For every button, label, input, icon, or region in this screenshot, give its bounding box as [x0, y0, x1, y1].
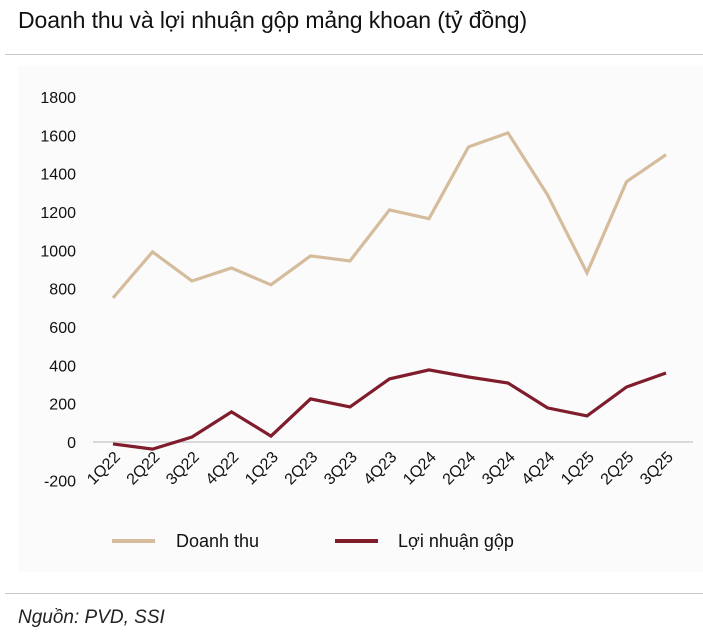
x-tick-label: 3Q24	[479, 449, 519, 489]
source-note: Nguồn: PVD, SSI	[18, 607, 165, 628]
legend-label: Lợi nhuận gộp	[398, 531, 514, 551]
y-tick-label: 1600	[40, 128, 76, 145]
top-divider	[5, 54, 703, 55]
x-tick-label: 3Q25	[637, 449, 677, 489]
y-tick-label: 600	[49, 320, 76, 337]
chart-panel	[18, 66, 703, 572]
x-axis: 1Q22 2Q22 3Q22 4Q22 1Q23 2Q23 3Q23 4Q23 1Q24 2Q24…	[84, 449, 677, 489]
x-tick-label: 4Q22	[203, 449, 243, 489]
y-tick-label: -200	[44, 473, 76, 490]
y-tick-label: 1800	[40, 90, 76, 107]
y-tick-label: 1000	[40, 243, 76, 260]
y-tick-label: 200	[49, 397, 76, 414]
x-tick-label: 4Q23	[361, 449, 401, 489]
x-tick-label: 3Q23	[321, 449, 361, 489]
x-tick-label: 1Q23	[242, 449, 282, 489]
y-tick-label: 0	[67, 435, 76, 452]
x-tick-label: 2Q25	[598, 449, 638, 489]
y-tick-label: 1200	[40, 205, 76, 222]
x-tick-label: 3Q22	[163, 449, 203, 489]
x-tick-label: 4Q24	[519, 449, 559, 489]
series-lines	[111, 130, 667, 451]
legend: Doanh thu Lợi nhuận gộp	[112, 531, 514, 551]
y-tick-label: 1400	[40, 167, 76, 184]
x-tick-label: 2Q22	[124, 449, 164, 489]
legend-label: Doanh thu	[176, 531, 259, 551]
x-tick-label: 2Q24	[440, 449, 480, 489]
chart-title: Doanh thu và lợi nhuận gộp mảng khoan (t…	[18, 7, 528, 33]
x-tick-label: 1Q22	[84, 449, 124, 489]
x-tick-label: 1Q24	[400, 449, 440, 489]
gross-profit-line	[112, 368, 667, 451]
y-axis: -200 0 200 400 600 800 1000 1200 1400 1600 1800	[40, 90, 76, 490]
x-tick-label: 1Q25	[558, 449, 598, 489]
y-tick-label: 400	[49, 358, 76, 375]
x-tick-label: 2Q23	[282, 449, 322, 489]
bottom-divider	[5, 593, 703, 594]
revenue-line	[111, 130, 667, 299]
y-tick-label: 800	[49, 282, 76, 299]
